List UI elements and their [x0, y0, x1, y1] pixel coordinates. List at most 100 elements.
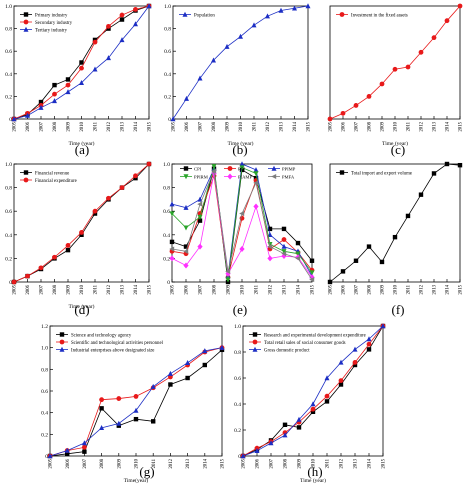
data-point — [65, 247, 71, 253]
x-tick-label: 2010 — [241, 284, 246, 294]
x-tick-label: 2011 — [152, 458, 157, 468]
legend-marker — [227, 166, 233, 171]
series-population — [170, 3, 311, 122]
x-tick-label: 2015 — [459, 284, 464, 294]
series-industrial-enterprises-above-designated-size — [47, 344, 225, 459]
data-point — [170, 116, 176, 122]
data-point — [380, 323, 386, 329]
x-tick-label: 2012 — [269, 284, 274, 294]
legend-label: Primary industry — [35, 14, 68, 19]
x-tick-label: 2006 — [26, 284, 31, 294]
data-point — [150, 383, 156, 389]
series-line — [171, 173, 313, 278]
data-point — [265, 13, 270, 19]
legend-label: Total retail sales of social consumer go… — [264, 341, 346, 346]
data-point — [457, 162, 463, 168]
data-point — [65, 77, 71, 82]
x-tick-label: 2009 — [381, 121, 386, 131]
data-point — [295, 240, 301, 246]
data-point — [183, 262, 189, 269]
x-tick-label: 2013 — [433, 284, 438, 294]
series-line — [49, 349, 223, 457]
data-point — [65, 89, 71, 95]
series-pmfa — [169, 168, 315, 283]
series-line — [172, 5, 309, 120]
data-point — [239, 161, 245, 167]
legend-label: Financial expenditure — [35, 179, 77, 184]
data-point — [338, 378, 344, 383]
plot-frame — [329, 163, 461, 283]
data-point — [352, 346, 358, 352]
x-tick-label: 2008 — [213, 284, 218, 294]
data-point — [99, 406, 104, 411]
x-tick-label: 2010 — [239, 121, 244, 131]
legend-label: Science and technology agency — [71, 334, 132, 339]
data-point — [99, 425, 105, 431]
plot-frame — [171, 163, 313, 283]
data-point — [392, 66, 398, 72]
data-point — [185, 360, 191, 366]
x-tick-label: 2014 — [446, 121, 451, 131]
data-point — [225, 268, 231, 274]
data-point — [352, 360, 358, 365]
data-point — [296, 416, 302, 422]
y-tick-label: 0 — [168, 117, 171, 123]
legend: Financial revenue Financial expenditure — [20, 170, 77, 184]
data-point — [310, 401, 316, 407]
data-point — [338, 359, 344, 365]
data-point — [219, 344, 225, 350]
legend: Primary industry Secondary industry Tertia… — [20, 12, 73, 34]
data-point — [309, 258, 315, 263]
legend-marker — [23, 19, 29, 25]
x-tick-label: 2015 — [311, 284, 316, 294]
data-point — [444, 18, 450, 24]
y-tick-label: 0.2 — [164, 94, 171, 100]
chart-panel-f: 2005 2006 2007 2008 2009 2010 2011 2012 2013 2014… — [327, 161, 464, 317]
x-tick-label: 2014 — [293, 121, 298, 131]
legend-label: Secondary industry — [35, 21, 73, 26]
legend: Population — [179, 11, 215, 19]
chart-panel-e: 0 0.2 0.4 0.6 0.8 1.0 2005 2006 2007 2008 2009 2010… — [163, 161, 316, 317]
y-tick-label: 0.4 — [164, 72, 171, 78]
data-point — [366, 94, 372, 99]
x-tick-label: 2010 — [394, 284, 399, 294]
y-tick-label: 0.6 — [5, 209, 12, 215]
data-point — [282, 422, 288, 427]
legend-marker — [339, 170, 345, 175]
x-tick-label: 2007 — [199, 284, 204, 294]
x-tick-label: 2011 — [94, 121, 99, 131]
x-axis-title: Time (year) — [382, 140, 408, 147]
data-point — [281, 237, 287, 242]
x-tick-label: 2010 — [80, 121, 85, 131]
data-point — [282, 432, 288, 438]
x-tick-label: 2012 — [107, 121, 112, 131]
data-point — [202, 362, 207, 368]
legend-label: PPIRM — [194, 175, 208, 180]
data-point — [366, 336, 372, 342]
panel-label: (e) — [233, 302, 247, 317]
data-point — [183, 225, 189, 231]
legend-marker — [183, 166, 189, 171]
data-point — [309, 270, 315, 276]
legend-label: PMFA — [282, 175, 295, 180]
x-tick-label: 2012 — [340, 458, 345, 468]
x-tick-label: 2011 — [326, 458, 331, 468]
data-point — [202, 348, 208, 354]
data-point — [392, 234, 398, 240]
data-point — [197, 201, 203, 207]
y-tick-label: 0.6 — [234, 376, 241, 382]
legend-marker — [59, 346, 65, 352]
x-tick-label: 2015 — [148, 284, 153, 294]
x-tick-label: 2008 — [53, 121, 58, 131]
x-tick-label: 2013 — [354, 458, 359, 468]
chart-panel-b: 0 0.2 0.4 0.6 0.8 1.0 2005 2006 2007 2008 2009 2010… — [164, 3, 312, 157]
data-point — [92, 208, 98, 214]
x-tick-label: 2010 — [80, 284, 85, 294]
x-tick-label: 2009 — [226, 121, 231, 131]
data-point — [52, 98, 57, 104]
series-piamp — [169, 170, 315, 281]
data-point — [379, 259, 385, 265]
data-point — [267, 242, 273, 248]
x-tick-label: 2009 — [227, 284, 232, 294]
x-tick-label: 2015 — [459, 121, 464, 131]
